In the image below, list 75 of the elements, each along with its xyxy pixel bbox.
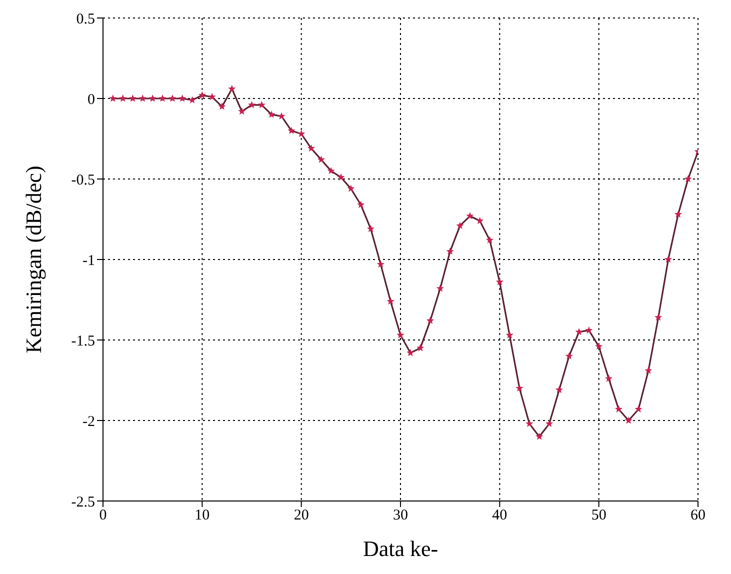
x-axis-title: Data ke-	[362, 536, 438, 561]
point	[476, 216, 484, 224]
x-tick-label: 20	[294, 508, 309, 524]
point	[158, 94, 166, 102]
point	[178, 94, 186, 102]
y-tick-label: -2.5	[71, 494, 95, 510]
point	[446, 247, 454, 255]
point	[258, 100, 266, 108]
x-tick-label: 50	[591, 508, 606, 524]
point	[674, 210, 682, 218]
point	[357, 200, 365, 208]
point	[248, 100, 256, 108]
point	[298, 130, 306, 138]
point	[416, 344, 424, 352]
point	[575, 328, 583, 336]
point	[604, 374, 613, 382]
point	[565, 352, 573, 360]
point	[208, 92, 216, 100]
point	[386, 297, 394, 305]
x-tick-label: 30	[393, 508, 408, 524]
y-tick-label: 0	[88, 92, 95, 108]
point	[228, 84, 236, 92]
point	[168, 94, 176, 102]
point	[109, 94, 117, 102]
point	[526, 420, 534, 427]
y-tick-label: -2	[82, 414, 95, 430]
y-axis-title: Kemiringan (dB/dec)	[20, 166, 46, 354]
point	[466, 212, 474, 220]
point	[516, 384, 524, 392]
point	[614, 405, 622, 412]
point	[327, 166, 335, 174]
point	[396, 331, 404, 338]
point	[486, 236, 494, 244]
point	[426, 316, 434, 324]
point	[238, 107, 246, 115]
point	[684, 175, 692, 182]
x-tick-label: 10	[194, 508, 210, 524]
point	[436, 284, 444, 292]
point	[406, 348, 414, 356]
point	[218, 102, 226, 110]
point	[128, 94, 137, 102]
x-tick-label: 60	[690, 508, 706, 524]
point	[536, 432, 544, 440]
point	[555, 386, 563, 394]
point	[496, 278, 504, 286]
y-tick-label: -1.5	[71, 333, 95, 350]
point	[585, 326, 593, 334]
point	[456, 222, 464, 229]
point	[376, 260, 384, 268]
x-tick-label: 0	[99, 508, 107, 524]
point	[366, 224, 375, 232]
point	[288, 126, 296, 134]
y-tick-label: 0.5	[76, 11, 95, 28]
point	[595, 342, 603, 350]
point	[634, 405, 642, 412]
point	[198, 91, 206, 99]
point	[506, 331, 514, 338]
point	[317, 156, 325, 163]
point	[545, 420, 554, 427]
point	[268, 110, 276, 118]
y-tick-label: -1	[82, 252, 95, 269]
point	[188, 96, 196, 104]
point	[347, 184, 355, 192]
point	[119, 94, 127, 102]
point	[307, 144, 316, 152]
y-tick-label: -0.5	[71, 172, 95, 188]
point	[654, 313, 662, 321]
point	[644, 366, 652, 374]
point	[148, 94, 156, 102]
point	[337, 173, 345, 181]
x-tick-label: 40	[492, 508, 508, 524]
point	[138, 94, 146, 102]
point	[624, 416, 632, 424]
point	[278, 112, 286, 120]
point	[664, 256, 672, 263]
